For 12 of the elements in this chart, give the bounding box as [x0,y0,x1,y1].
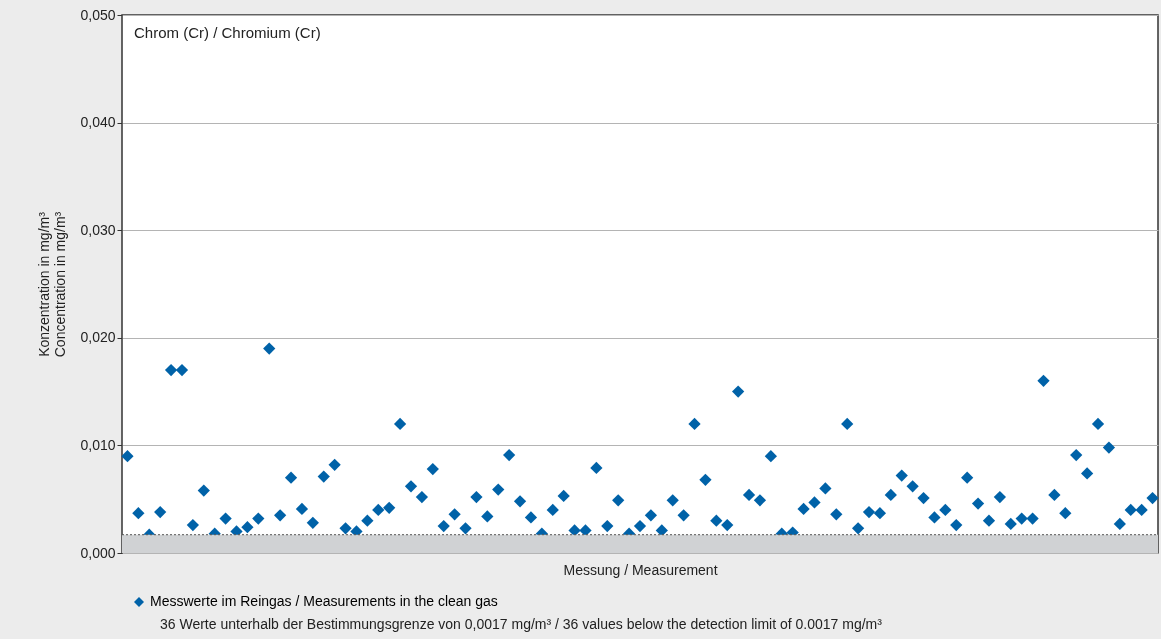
text: 36 Werte unterhalb der Bestimmungsgrenze von 0,0017 mg/m³ / 36 values below the detection limit of 0.0017 mg/m³ [160,616,883,632]
legend-label: Messwerte im Reingas / Measurements in the clean gas [150,593,498,609]
y-tick-label: 0,050 [80,6,116,23]
x-axis-title: Messung / Measurement [563,561,718,578]
y-tick-label: 0,020 [80,329,116,346]
text: Concentration in mg/m³ [52,211,69,358]
text: Chrom (Cr) / Chromium (Cr) [134,24,321,41]
y-tick-label: 0,000 [80,544,116,561]
y-tick-label: 0,030 [80,221,116,238]
y-tick-label: 0,010 [80,436,116,453]
y-tick-label: 0,040 [80,114,116,131]
text: Konzentration in mg/m³ [36,212,53,357]
